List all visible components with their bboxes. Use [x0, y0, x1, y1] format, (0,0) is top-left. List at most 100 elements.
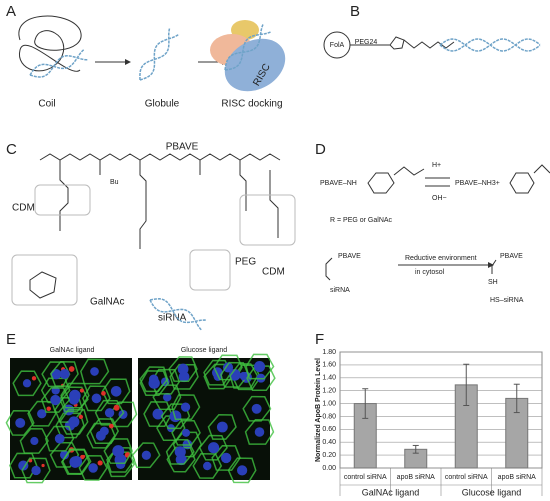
nucleus: [222, 362, 234, 373]
y-tick-label: 1.80: [322, 349, 336, 356]
risc-complex: [224, 38, 286, 92]
nucleus: [18, 460, 29, 471]
nucleus: [152, 408, 164, 420]
red-signal: [79, 388, 84, 393]
error-bar: [412, 444, 419, 454]
nucleus: [174, 446, 186, 458]
chem-text: SH: [488, 279, 498, 286]
x-tick-label: apoB siRNA: [498, 474, 536, 481]
polymer-label: PBAVE: [166, 142, 199, 153]
nucleus: [251, 403, 262, 414]
galnac-label: GalNAc: [90, 297, 124, 308]
peg-label: PEG: [235, 257, 256, 268]
nucleus: [239, 371, 248, 380]
rna-helix: [29, 48, 89, 78]
error-bar: [513, 383, 520, 414]
nucleus: [141, 450, 151, 460]
chem-text: PBAVE–NH3+: [455, 180, 500, 187]
cell-membrane: [198, 434, 228, 461]
cell-membrane: [131, 442, 161, 469]
cell-membrane: [106, 446, 136, 473]
x-tick-label: apoB siRNA: [397, 474, 435, 481]
strand: [224, 23, 265, 71]
chem-text: in cytosol: [415, 269, 445, 276]
nucleus: [50, 394, 61, 406]
y-tick-label: 1.40: [322, 375, 336, 382]
caption: RISC docking: [221, 99, 282, 110]
red-signal: [108, 423, 114, 429]
cell-membrane: [242, 395, 272, 422]
nucleus: [22, 379, 32, 388]
image-title: GalNAc ligand: [50, 347, 95, 354]
red-signal: [41, 463, 45, 468]
side-chains: [59, 160, 279, 249]
strand: [29, 48, 85, 76]
chem-text: OH−: [432, 195, 447, 202]
cdm-box: [239, 194, 296, 246]
cdm-label: CDM: [262, 267, 285, 278]
nucleus: [203, 461, 212, 471]
nucleus: [216, 421, 228, 433]
nucleus: [54, 433, 65, 444]
rna-helix: [149, 298, 207, 331]
arrowhead: [125, 59, 131, 65]
panel-label: D: [315, 141, 326, 158]
red-signal: [113, 404, 120, 411]
group-label: GalNAc ligand: [362, 487, 420, 497]
nucleus: [30, 436, 39, 446]
chart: 0.00 0.20 0.40 0.60 0.80 1.00 1.20 1.40 1.60 1.80…: [322, 349, 543, 497]
nucleus: [59, 450, 70, 460]
nucleus: [15, 417, 26, 428]
structure: [509, 164, 550, 194]
y-tick-label: 0.80: [322, 413, 336, 420]
nucleus: [148, 374, 159, 384]
cell-membrane: [244, 419, 275, 445]
y-tick-label: 0.00: [322, 465, 336, 472]
red-signal: [68, 366, 75, 372]
group-label: Glucose ligand: [462, 487, 522, 497]
cell-membrane: [171, 419, 201, 446]
y-tick-label: 1.00: [322, 400, 336, 407]
caption: Coil: [38, 99, 55, 110]
nucleus: [182, 428, 191, 437]
nucleus: [99, 426, 109, 436]
nucleus: [59, 368, 70, 380]
cell-membrane: [44, 425, 75, 452]
rna-helix: [139, 27, 180, 81]
substituent: Bu: [110, 179, 119, 186]
chem-text: PBAVE: [500, 253, 523, 260]
cell-membrane: [227, 457, 257, 484]
red-signal: [97, 460, 103, 466]
strand: [439, 38, 541, 52]
sirna-label: siRNA: [158, 313, 187, 324]
cell-membrane: [40, 387, 71, 413]
strand: [139, 33, 180, 81]
cell-membrane: [139, 366, 169, 393]
y-axis-label: Normalized ApoB Protein Level: [315, 358, 322, 462]
coil-strand: [18, 15, 82, 72]
red-signal: [82, 454, 86, 458]
red-signal: [46, 406, 51, 411]
peg-label: PEG24: [355, 39, 378, 46]
cell-membrane: [139, 370, 170, 397]
cell-membrane: [59, 408, 89, 435]
cell-membrane: [229, 363, 259, 389]
y-tick-label: 1.60: [322, 362, 336, 369]
cell-membrane: [220, 361, 250, 388]
nucleus: [104, 408, 115, 418]
cell-membrane: [166, 446, 196, 473]
y-tick-label: 0.20: [322, 452, 336, 459]
cdm-box: [34, 184, 91, 216]
bond: [491, 259, 497, 274]
error-bar: [463, 363, 470, 406]
cell-membrane: [78, 454, 108, 481]
cell-membrane: [246, 365, 276, 392]
folate-label: FolA: [330, 42, 345, 49]
panel-label: A: [6, 3, 16, 20]
linker: [389, 36, 455, 50]
cell-membrane: [21, 457, 51, 484]
nucleus: [37, 409, 47, 419]
strand: [139, 27, 171, 81]
